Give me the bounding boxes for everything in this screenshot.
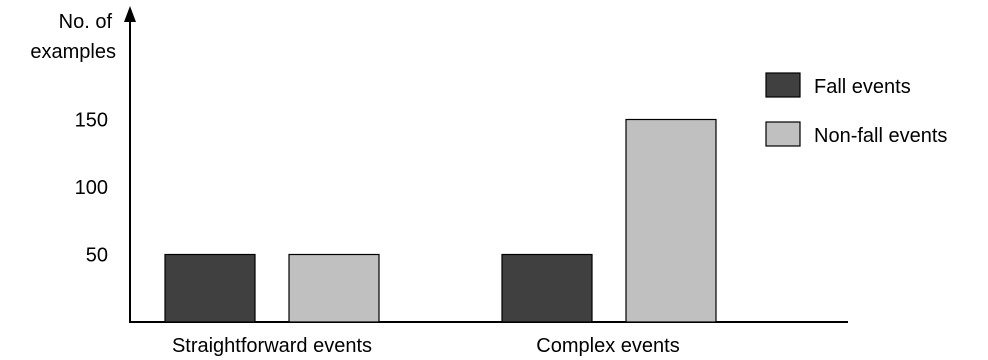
x-tick-label: Straightforward events	[172, 335, 372, 357]
y-tick-labels: 50 100 150	[75, 110, 108, 267]
bar-fall-events-1	[501, 253, 593, 323]
y-axis-arrow-icon	[124, 6, 136, 22]
x-tick-label: Complex events	[536, 335, 679, 357]
legend-label-fall-events: Fall events	[814, 76, 911, 98]
legend-swatch-non-fall-events	[765, 121, 801, 147]
legend-label-non-fall-events: Non-fall events	[814, 125, 947, 147]
legend-swatch-fall-events	[765, 72, 801, 98]
y-axis-label-line-2: examples	[30, 41, 116, 63]
y-tick-label: 100	[75, 177, 108, 199]
y-tick-label: 50	[86, 245, 108, 267]
bar-non-fall-events-1	[625, 118, 717, 323]
bar-non-fall-events-0	[288, 253, 380, 323]
bar-fall-events-0	[164, 253, 256, 323]
y-axis-label-line-1: No. of	[59, 11, 113, 33]
bars	[164, 118, 717, 323]
y-tick-label: 150	[75, 110, 108, 132]
legend: Fall events Non-fall events	[765, 72, 947, 147]
x-tick-labels: Straightforward events Complex events	[172, 335, 680, 357]
